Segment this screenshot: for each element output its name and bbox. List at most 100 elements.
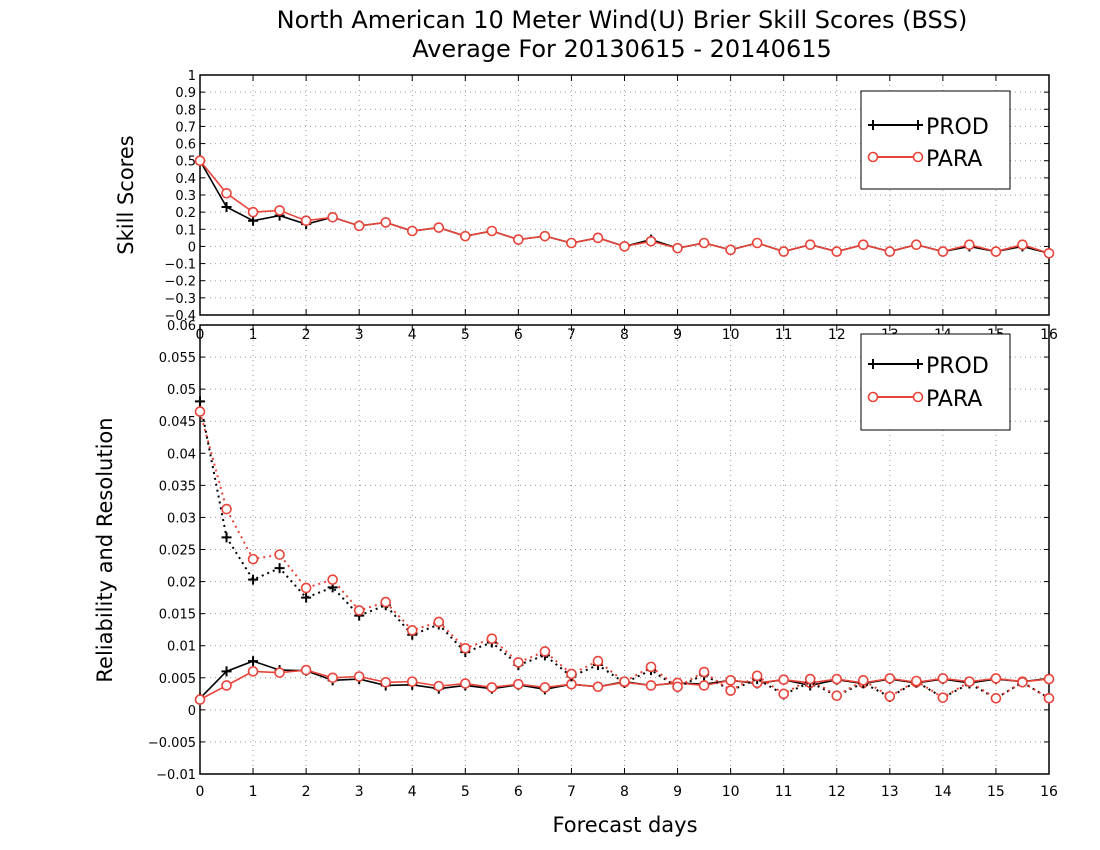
x-tick-label-3: 3 — [355, 784, 364, 800]
panel-top-series-para-point-29 — [964, 239, 975, 251]
x-tick-label-0: 0 — [196, 784, 205, 800]
y-tick-label-5: 0.1 — [175, 223, 196, 238]
panel-top-series-para-point-5 — [327, 211, 338, 223]
y-tick-label-7: 0.025 — [159, 544, 196, 559]
y-tick-label-12: 0.8 — [175, 103, 196, 118]
panel-bottom-series-para-point-24 — [831, 673, 843, 685]
panel-bottom-series-para-dotted-point-29 — [964, 676, 975, 687]
panel-top-series-para-point-20 — [725, 244, 736, 256]
panel-top-series-para-point-8 — [406, 225, 418, 237]
panel-bottom-series-para-dotted-point-7 — [380, 596, 392, 608]
bottom-legend-box — [860, 333, 1011, 431]
chart-title: North American 10 Meter Wind(U) Brier Sk… — [277, 6, 968, 34]
x-axis-label: Forecast days — [552, 813, 697, 837]
panel-bottom-series-prod-dotted-point-2 — [248, 574, 259, 585]
panel-bottom-series-para-dotted — [194, 406, 1055, 704]
panel-bottom-series-para-dotted-point-6 — [353, 605, 365, 616]
panel-bottom-series-para-dotted-point-4 — [300, 582, 312, 594]
panel-bottom-series-para-point-12 — [513, 678, 524, 690]
panel-bottom-series-para-dotted-point-32 — [1043, 693, 1055, 704]
y-tick-label-0: −0.4 — [164, 309, 196, 324]
x-tick-label-10: 10 — [722, 784, 740, 800]
y-tick-label-8: 0.4 — [175, 172, 196, 187]
panel-bottom-series-para-dotted-point-27 — [911, 675, 922, 687]
panel-bottom-series-para-dotted-point-31 — [1017, 676, 1028, 688]
panel-top-series-para-point-12 — [513, 234, 524, 245]
panel-top-series-para-point-21 — [751, 237, 763, 249]
panel-bottom-series-para-dotted-point-3 — [274, 549, 285, 560]
panel-top-series-para-point-6 — [353, 220, 365, 232]
panel-top-series-para-point-23 — [804, 239, 816, 251]
y-tick-label-3: −0.1 — [164, 258, 196, 273]
y-tick-label-6: 0.02 — [167, 576, 196, 591]
panel-bottom-series-para-point-5 — [327, 672, 338, 684]
panel-bottom-series-para-point-19 — [698, 680, 710, 691]
panel-top-series-para-point-13 — [539, 230, 551, 242]
panel-bottom-series-para-dotted-point-20 — [725, 685, 736, 696]
y-tick-label-11: 0.7 — [175, 120, 196, 135]
panel-bottom-series-para-dotted-point-17 — [645, 661, 657, 673]
panel-top-series-para-point-16 — [619, 241, 630, 252]
reliability-resolution-panel: −0.01 −0.005 0 0.005 0.01 0.015 0.02 0.025 0.03 0… — [148, 319, 1058, 800]
panel-bottom-series-para-dotted-point-25 — [857, 675, 869, 686]
y-tick-label-2: −0.2 — [164, 275, 196, 290]
top-legend-box — [860, 90, 1011, 190]
panel-top-series-para-point-27 — [911, 239, 922, 251]
panel-bottom-series-para-dotted-point-18 — [672, 681, 683, 693]
tl-para-line-point-0 — [867, 151, 879, 163]
panel-bottom-series-para-point-10 — [460, 678, 471, 689]
panel-top-series-para-point-1 — [221, 187, 232, 199]
panel-top-series-para-point-32 — [1043, 247, 1055, 259]
y-tick-label-2: 0 — [188, 704, 196, 719]
bottom-y-axis-label: Reliability and Resolution — [93, 417, 117, 682]
skill-score-panel: −0.4 −0.3 −0.2 −0.1 0 0.1 0.2 0.3 0.4 0.5 0.6 0.7 0.… — [164, 69, 1058, 343]
legend-prod-label: PROD — [926, 115, 989, 140]
panel-top-grid — [200, 75, 1049, 315]
y-tick-label-9: 0.035 — [159, 479, 196, 494]
panel-bottom-series-para-point-11 — [486, 682, 498, 693]
x-tick-label-16: 16 — [1040, 784, 1058, 800]
panel-bottom-series-para-point-17 — [645, 680, 657, 691]
tl-prod-line-point-1 — [913, 120, 923, 130]
panel-top-series-para-point-11 — [486, 225, 498, 237]
panel-top-series-para-point-2 — [247, 206, 259, 218]
panel-bottom-series-para-point-8 — [406, 676, 418, 687]
tl-prod-line-point-0 — [868, 120, 878, 130]
top-legend: PROD PARA — [860, 90, 1011, 190]
y-tick-label-10: 0.6 — [175, 138, 196, 153]
panel-bottom-series-para-dotted-point-0 — [194, 406, 206, 417]
bl-prod-line-point-0 — [868, 359, 878, 369]
bl-para-line-point-1 — [912, 391, 924, 403]
top-y-axis-label: Skill Scores — [114, 135, 138, 254]
panel-bottom-series-para-point-4 — [300, 664, 312, 676]
panel-top-series-para-point-0 — [194, 155, 206, 167]
panel-bottom-series-para-dotted-point-22 — [778, 688, 789, 700]
bl-prod-line-point-1 — [913, 359, 923, 369]
panel-bottom-series-para-point-1 — [221, 680, 232, 691]
y-tick-label-1: −0.3 — [164, 292, 196, 307]
panel-top-series-para-point-25 — [857, 239, 869, 251]
panel-bottom-series-prod-dotted-point-0 — [195, 396, 205, 407]
panel-bottom-series-para-dotted-point-1 — [221, 503, 232, 515]
panel-top-series-para-point-31 — [1017, 239, 1028, 251]
x-tick-label-15: 15 — [987, 784, 1005, 800]
y-tick-label-11: 0.045 — [159, 415, 196, 430]
panel-bottom-series-para-dotted-point-16 — [619, 676, 630, 687]
panel-bottom-series-para-point-15 — [592, 681, 604, 693]
panel-bottom-series-prod-dotted-point-1 — [221, 532, 232, 543]
y-tick-label-7: 0.3 — [175, 189, 196, 204]
panel-top-series-para-point-26 — [884, 246, 896, 257]
bl-para-line-point-0 — [867, 391, 879, 403]
y-tick-label-8: 0.03 — [167, 511, 196, 526]
y-tick-label-9: 0.5 — [175, 155, 196, 170]
legend-prod-label: PROD — [926, 354, 989, 379]
panel-top-series-prod-point-1 — [221, 202, 232, 212]
panel-top-series-para — [194, 155, 1055, 259]
panel-bottom-series-para-dotted-point-10 — [460, 642, 471, 654]
panel-top-series-para-point-3 — [274, 205, 285, 216]
y-tick-label-5: 0.015 — [159, 608, 196, 623]
panel-top-series-para-point-22 — [778, 246, 789, 257]
panel-top-series-para-point-15 — [592, 232, 604, 244]
x-tick-label-2: 2 — [302, 784, 311, 800]
